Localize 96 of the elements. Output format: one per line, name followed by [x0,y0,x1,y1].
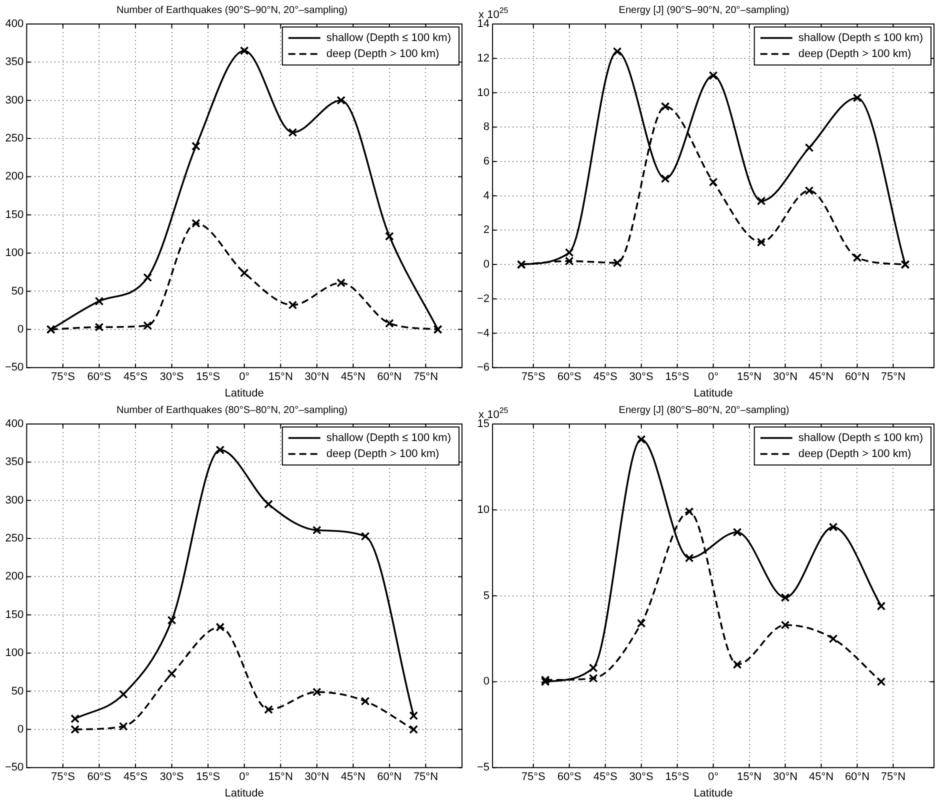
legend-label: deep (Depth > 100 km) [798,48,912,60]
x-tick-label: 45°N [340,371,366,384]
legend-label: shallow (Depth ≤ 100 km) [326,432,452,444]
x-tick-label: 45°S [124,371,148,384]
legend-label: shallow (Depth ≤ 100 km) [798,432,924,444]
y-tick-label: 10 [477,504,490,516]
x-tick-label: 30°N [772,371,798,384]
y-tick-label: 350 [5,456,24,468]
chart-title: Energy [J] (90°S–90°N, 20°–sampling) [618,4,790,16]
legend-label: deep (Depth > 100 km) [326,448,440,460]
y-tick-label: 2 [483,224,490,236]
y-tick-label: 150 [5,208,24,221]
y-tick-label: 0 [483,676,490,688]
y-tick-label: 100 [5,647,24,660]
x-tick-label: 60°S [557,371,582,384]
x-tick-label: 0° [708,371,719,384]
x-tick-label: 30°N [304,371,330,384]
chart-title: Energy [J] (80°S–80°N, 20°–sampling) [618,404,790,416]
x-tick-label: 15°S [665,371,690,384]
y-tick-label: 350 [5,56,24,68]
y-tick-label: 50 [11,285,24,298]
x-tick-label: 60°N [844,771,870,784]
x-axis-title: Latitude [694,787,733,800]
legend-label: deep (Depth > 100 km) [798,448,912,460]
y-tick-label: 400 [5,418,24,430]
x-tick-label: 30°S [629,371,654,384]
y-tick-label: 250 [5,132,24,145]
x-tick-label: 0° [239,371,250,384]
y-tick-label: −2 [476,292,490,305]
y-tick-label: 12 [477,52,490,64]
y-tick-label: 8 [483,121,490,134]
y-tick-label: 14 [477,18,490,30]
y-tick-label: 400 [5,18,24,30]
x-axis-title: Latitude [694,387,733,400]
x-tick-label: 15°S [196,771,220,784]
x-tick-label: 60°S [557,771,582,784]
x-tick-label: 75°S [521,771,546,784]
x-tick-label: 15°S [665,771,690,784]
x-tick-label: 0° [239,771,250,784]
x-tick-label: 30°S [160,371,184,384]
y-tick-label: 300 [5,94,24,106]
y-tick-label: 4 [483,190,490,202]
y-tick-label: −5 [476,762,490,774]
y-tick-label: 150 [5,608,24,621]
x-tick-label: 0° [708,771,719,784]
legend-label: shallow (Depth ≤ 100 km) [798,32,924,44]
x-tick-label: 45°N [340,771,366,784]
y-tick-label: 50 [11,685,24,698]
x-tick-label: 15°N [736,771,762,784]
y-tick-label: 10 [477,86,490,99]
x-tick-label: 45°S [124,771,148,784]
chart-title: Number of Earthquakes (90°S–90°N, 20°–sampling) [116,4,348,16]
y-tick-label: −6 [476,362,490,374]
x-tick-label: 75°S [50,771,75,784]
x-tick-label: 45°N [808,371,834,384]
y-tick-label: 0 [18,323,24,336]
x-tick-label: 75°S [50,371,75,384]
y-tick-label: 6 [483,155,490,168]
y-tick-label: 0 [483,258,490,271]
y-tick-label: −4 [476,327,490,340]
x-tick-label: 45°S [593,771,618,784]
x-tick-label: 45°S [593,371,618,384]
x-tick-label: 75°N [880,771,906,784]
y-tick-label: 0 [18,723,24,736]
y-tick-label: 15 [477,418,490,430]
x-axis-title: Latitude [224,387,264,400]
x-tick-label: 60°N [377,771,402,784]
x-tick-label: 15°S [196,371,220,384]
x-tick-label: 15°N [736,371,762,384]
y-tick-label: 200 [5,570,24,583]
x-tick-label: 60°N [377,371,402,384]
y-tick-label: −50 [4,762,24,774]
y-tick-label: −50 [4,362,24,374]
x-tick-label: 60°S [87,771,112,784]
x-tick-label: 75°N [880,371,906,384]
y-tick-label: 250 [5,532,24,545]
x-tick-label: 60°N [844,371,870,384]
y-tick-label: 100 [5,247,24,260]
x-tick-label: 30°N [772,771,798,784]
y-tick-label: 300 [5,494,24,506]
y-tick-label: 5 [483,590,490,602]
x-tick-label: 30°N [304,771,330,784]
x-axis-title: Latitude [224,787,264,800]
x-tick-label: 60°S [87,371,112,384]
legend-label: deep (Depth > 100 km) [326,48,440,60]
x-tick-label: 30°S [629,771,654,784]
x-tick-label: 75°N [413,371,438,384]
y-tick-label: 200 [5,170,24,183]
x-tick-label: 15°N [268,371,293,384]
x-tick-label: 75°S [521,371,546,384]
x-tick-label: 30°S [160,771,184,784]
x-tick-label: 45°N [808,771,834,784]
x-tick-label: 75°N [413,771,438,784]
chart-title: Number of Earthquakes (80°S–80°N, 20°–sampling) [116,404,348,416]
x-tick-label: 15°N [268,771,293,784]
legend-label: shallow (Depth ≤ 100 km) [326,32,452,44]
